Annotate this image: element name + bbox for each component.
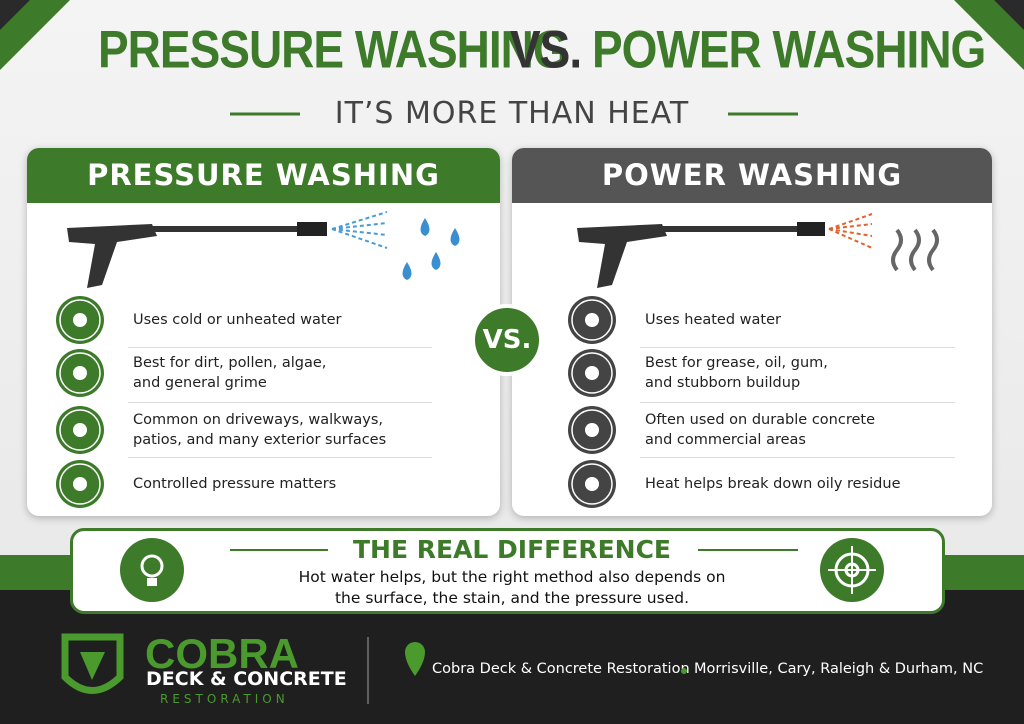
- item-text: Heat helps break down oily residue: [645, 476, 901, 492]
- item-icon: [56, 406, 104, 454]
- difference-title: THE REAL DIFFERENCE: [352, 535, 672, 564]
- item-icon: [568, 460, 616, 508]
- brand-sub: DECK & CONCRETE: [146, 668, 347, 690]
- subtitle: IT’S MORE THAN HEAT: [334, 96, 690, 131]
- locations: Morrisville, Cary, Raleigh & Durham, NC: [694, 661, 984, 677]
- title-right: POWER WASHING: [592, 19, 986, 79]
- item-text: Often used on durable concrete: [645, 412, 875, 428]
- panel-title: POWER WASHING: [512, 148, 992, 203]
- company-name: Cobra Deck & Concrete Restoration: [432, 661, 690, 677]
- brand-name: COBRA: [145, 630, 299, 677]
- item-text: Best for grease, oil, gum,: [645, 355, 828, 371]
- vs-badge: [471, 304, 543, 376]
- item-icon: [56, 349, 104, 397]
- footer-logo-graphics: [61, 633, 425, 704]
- item-icon: [56, 296, 104, 344]
- vs-badge-text: VS.: [482, 325, 532, 355]
- item-separator: [640, 401, 955, 403]
- item-separator: [128, 346, 432, 348]
- item-text: and general grime: [133, 375, 267, 391]
- item-separator: [640, 346, 955, 348]
- brand-tag: RESTORATION: [160, 692, 289, 706]
- difference-icons: [120, 538, 884, 602]
- title-vs: VS.: [510, 19, 582, 79]
- footer-dot: [681, 668, 687, 674]
- item-separator: [640, 457, 955, 458]
- panel-power: POWER WASHING: [512, 148, 992, 516]
- difference-line: Hot water helps, but the right method al…: [298, 568, 726, 586]
- item-icon: [568, 296, 616, 344]
- item-text: Best for dirt, pollen, algae,: [133, 355, 327, 371]
- item-text: and stubborn buildup: [645, 375, 801, 391]
- item-text: and commercial areas: [645, 432, 806, 448]
- difference-line: the surface, the stain, and the pressure…: [334, 589, 690, 607]
- item-icon: [56, 460, 104, 508]
- item-icon: [568, 406, 616, 454]
- item-text: Uses heated water: [645, 312, 781, 328]
- power-gun-illustration: [577, 213, 939, 288]
- item-separator: [128, 401, 432, 403]
- difference-box: [70, 528, 945, 614]
- pressure-gun-illustration: [67, 211, 460, 288]
- panel-pressure: PRESSURE WASHING: [27, 148, 500, 516]
- title-left: PRESSURE WASHING: [98, 19, 569, 79]
- item-separator: [128, 457, 432, 458]
- item-text: patios, and many exterior surfaces: [133, 432, 387, 448]
- panel-title: PRESSURE WASHING: [27, 148, 500, 203]
- item-icon: [568, 349, 616, 397]
- item-text: Controlled pressure matters: [133, 476, 337, 492]
- item-text: Uses cold or unheated water: [133, 312, 342, 328]
- item-text: Common on driveways, walkways,: [133, 412, 384, 428]
